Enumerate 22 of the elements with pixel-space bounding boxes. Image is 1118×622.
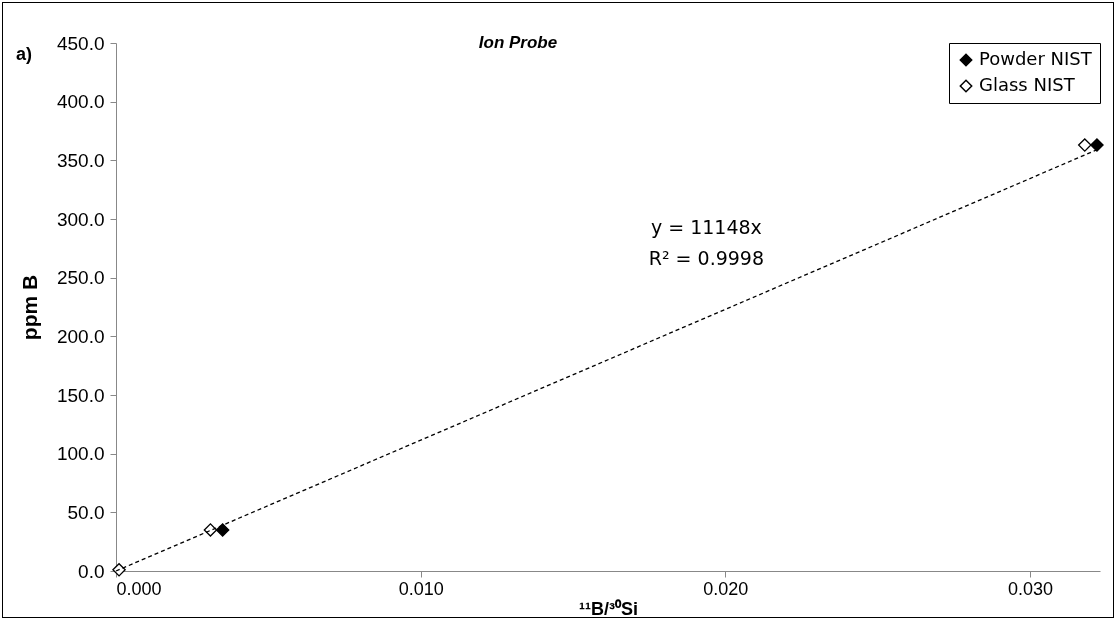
chart-title: Ion Probe [478, 33, 558, 52]
y-tick-label: 450.0 [56, 32, 105, 54]
y-tick-label: 50.0 [67, 501, 105, 523]
x-tick-label: 0.030 [1007, 578, 1053, 599]
y-tick-label: 100.0 [56, 443, 105, 465]
annotation: y = 11148x [650, 215, 762, 238]
legend-label: Glass NIST [979, 74, 1076, 95]
x-axis-title: ¹¹B/³⁰Si [579, 598, 638, 619]
x-tick-label: 0.010 [398, 578, 444, 599]
y-tick-label: 300.0 [56, 208, 105, 230]
y-tick-label: 0.0 [78, 560, 105, 582]
annotation: R² = 0.9998 [648, 247, 765, 270]
y-tick-label: 350.0 [56, 149, 105, 171]
x-tick-label: 0.020 [703, 578, 749, 599]
legend-label: Powder NIST [979, 48, 1093, 69]
y-tick-label: 250.0 [56, 267, 105, 289]
x-tick-label: 0.000 [116, 578, 162, 599]
y-tick-label: 150.0 [56, 384, 105, 406]
text: a) [16, 44, 33, 64]
y-tick-label: 200.0 [56, 325, 105, 347]
y-tick-label: 400.0 [56, 91, 105, 113]
y-axis-title: ppm B [17, 274, 41, 341]
